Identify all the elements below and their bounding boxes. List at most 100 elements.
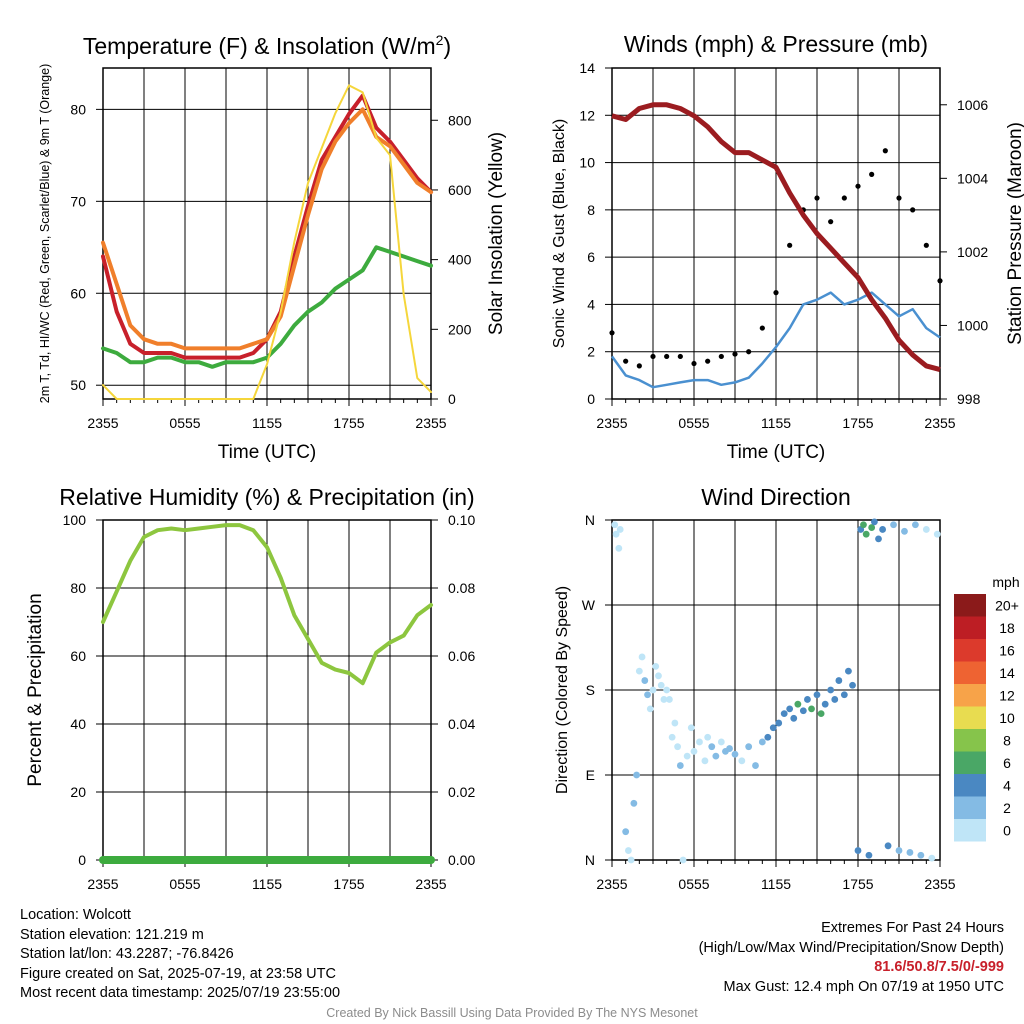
- y-tick-label: N: [585, 852, 595, 868]
- series-line-relative-humidity: [101, 523, 433, 686]
- x-tick-label: 1755: [842, 415, 873, 431]
- y-tick-label: 2: [587, 344, 595, 360]
- y-tick-label: 0: [587, 391, 595, 407]
- direction-point: [862, 530, 870, 538]
- x-tick-label: 2355: [924, 876, 955, 892]
- direction-point: [708, 743, 716, 751]
- y2-tick-label: 200: [448, 321, 472, 337]
- gust-point: [691, 360, 697, 367]
- y2-axis-label: Solar Insolation (Yellow): [486, 132, 507, 335]
- gust-point: [910, 207, 916, 213]
- x-tick-label: 1755: [333, 415, 364, 431]
- colorbar-label: 2: [1003, 800, 1011, 816]
- direction-point: [622, 828, 630, 836]
- direction-point: [668, 733, 676, 741]
- direction-point: [901, 527, 908, 535]
- colorbar-label: 12: [999, 687, 1015, 703]
- direction-point: [752, 762, 759, 769]
- station-location: Location: Wolcott: [20, 907, 131, 923]
- y-axis-label: Sonic Wind & Gust (Blue, Black): [551, 119, 568, 348]
- x-tick-label: 1155: [761, 415, 791, 431]
- direction-point: [649, 686, 657, 694]
- direction-point: [616, 526, 624, 533]
- direction-point: [871, 518, 878, 526]
- direction-point: [835, 677, 843, 684]
- gust-point: [841, 195, 847, 201]
- direction-point: [865, 851, 873, 859]
- station-info: Location: Wolcott Station elevation: 121…: [20, 906, 340, 1004]
- x-tick-label: 2355: [415, 415, 446, 431]
- direction-point: [928, 854, 936, 862]
- gust-point: [636, 363, 642, 369]
- y-tick-label: 0: [78, 852, 86, 868]
- gust-point: [732, 351, 738, 357]
- y2-axis-label: Station Pressure (Maroon): [1005, 122, 1024, 345]
- max-gust: Max Gust: 12.4 mph On 07/19 at 1950 UTC: [723, 978, 1004, 995]
- direction-point: [860, 521, 867, 529]
- x-tick-label: 1155: [252, 876, 282, 892]
- direction-point: [790, 714, 798, 722]
- x-axis-label: Time (UTC): [218, 442, 317, 463]
- direction-point: [849, 681, 856, 689]
- colorbar-swatch: [954, 796, 986, 819]
- credit-line: Created By Nick Bassill Using Data Provi…: [326, 1006, 698, 1020]
- y-axis-label: Direction (Colored By Speed): [554, 586, 571, 794]
- gust-point: [787, 242, 793, 248]
- colorbar-label: 14: [999, 665, 1015, 681]
- direction-point: [696, 738, 703, 746]
- direction-point: [652, 662, 660, 670]
- panel-title: Wind Direction: [701, 484, 851, 510]
- direction-point: [625, 847, 632, 854]
- gust-point: [609, 330, 615, 336]
- gust-point: [650, 353, 656, 360]
- gust-point: [718, 353, 724, 360]
- direction-point: [884, 842, 892, 850]
- series-line-station-pressure: [611, 102, 941, 373]
- colorbar-swatch: [954, 661, 986, 684]
- direction-point: [663, 686, 671, 694]
- direction-point: [895, 847, 903, 854]
- y2-tick-label: 998: [957, 391, 981, 407]
- x-axis-label: Time (UTC): [727, 442, 826, 463]
- colorbar-swatch: [954, 751, 986, 774]
- gust-point: [882, 148, 888, 154]
- station-latlon: Station lat/lon: 43.2287; -76.8426: [20, 946, 234, 962]
- y-tick-label: W: [582, 597, 596, 613]
- recent-timestamp: Most recent data timestamp: 2025/07/19 2…: [20, 985, 341, 1001]
- x-tick-label: 2355: [87, 876, 118, 892]
- colorbar-label: 16: [999, 642, 1015, 658]
- colorbar-swatch: [954, 819, 986, 842]
- direction-point: [726, 745, 733, 752]
- gust-point: [759, 325, 765, 331]
- direction-point: [794, 700, 802, 708]
- y-tick-label: 12: [579, 107, 595, 123]
- gust-point: [923, 242, 929, 248]
- direction-point: [683, 752, 691, 760]
- series-line-solar-insolation: [102, 84, 432, 400]
- direction-point: [845, 667, 852, 675]
- y-tick-label: 6: [587, 249, 595, 265]
- y-tick-label: 14: [579, 60, 595, 76]
- colorbar-swatch: [954, 706, 986, 729]
- x-tick-label: 1155: [761, 876, 791, 892]
- direction-point: [674, 743, 681, 751]
- y-tick-label: 60: [70, 648, 86, 664]
- direction-point: [775, 719, 783, 727]
- y2-tick-label: 0.04: [448, 716, 475, 732]
- direction-point: [630, 799, 638, 807]
- y2-tick-label: 0.08: [448, 580, 475, 596]
- y-tick-label: 100: [63, 512, 87, 528]
- colorbar-unit-label: mph: [992, 574, 1019, 590]
- direction-point: [676, 762, 684, 769]
- x-tick-label: 1755: [842, 876, 873, 892]
- y-tick-label: 80: [70, 580, 86, 596]
- x-tick-label: 1155: [252, 415, 282, 431]
- gust-point: [855, 183, 861, 189]
- direction-point: [817, 710, 825, 718]
- y-tick-label: 60: [70, 285, 86, 301]
- x-tick-label: 0555: [169, 415, 200, 431]
- panel-title: Temperature (F) & Insolation (W/m2): [83, 32, 451, 59]
- direction-point: [769, 724, 777, 732]
- y2-tick-label: 0.00: [448, 852, 475, 868]
- direction-point: [764, 733, 772, 741]
